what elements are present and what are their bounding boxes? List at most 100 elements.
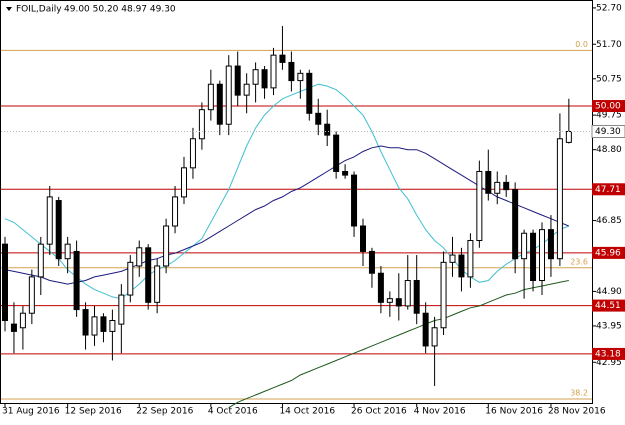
candle-body [46, 196, 53, 245]
y-tick-label: 48.80 [596, 145, 622, 155]
candle-body [360, 225, 366, 252]
x-tick-label: 16 Nov 2016 [485, 407, 543, 417]
candle-body [395, 298, 402, 307]
level-badge [592, 347, 625, 360]
level-badge-label: 47.71 [595, 185, 621, 195]
candle-body [261, 69, 268, 89]
last-price-badge [591, 124, 625, 138]
y-tick-label: 43.95 [596, 321, 622, 331]
level-badge [592, 100, 625, 113]
candle-body [521, 232, 528, 260]
moving-average [4, 83, 569, 300]
fib-label: 0.0 [575, 40, 588, 49]
candle-body [351, 174, 358, 227]
candle-body [556, 138, 563, 260]
plot-frame [0, 0, 593, 404]
candle-body [19, 312, 26, 329]
candle-body [288, 61, 295, 82]
candle-body [118, 294, 125, 325]
candle-body [324, 123, 331, 136]
fib-label: 23.6 [570, 257, 588, 266]
candle-body [440, 261, 447, 329]
candle-body [154, 265, 161, 303]
candle-body [100, 316, 107, 332]
y-tick-label: 42.95 [596, 358, 622, 368]
x-tick-label: 26 Oct 2016 [351, 407, 407, 417]
level-badge-label: 45.96 [595, 248, 621, 258]
candle-body [431, 327, 438, 347]
level-badge [592, 246, 625, 259]
candle-body [547, 229, 554, 260]
candle-body [145, 247, 152, 303]
moving-average [228, 280, 569, 409]
candle-body [82, 309, 89, 336]
candle-body [252, 69, 259, 85]
candle-body [458, 254, 465, 278]
candle-body [413, 280, 420, 314]
y-tick-label: 44.90 [596, 287, 622, 297]
candle-body [270, 54, 277, 89]
candle-body [449, 254, 456, 263]
candle-body [243, 83, 250, 96]
candle-body [306, 72, 313, 114]
candle-body [216, 83, 223, 125]
candle-body [10, 323, 17, 332]
candle-body [512, 189, 519, 260]
candle-body [565, 130, 572, 143]
candle-body [91, 316, 98, 336]
candle-body [28, 276, 35, 314]
candle-body [342, 170, 349, 176]
candle-body [404, 280, 411, 307]
candle-body [64, 243, 71, 260]
y-tick-label: 52.70 [596, 3, 622, 13]
candle-body [37, 243, 44, 278]
candle-body [368, 250, 375, 274]
candle-body [539, 229, 545, 282]
last-price-label: 49.30 [595, 127, 621, 137]
y-tick-label: 49.75 [596, 111, 622, 121]
candle-body [530, 232, 537, 282]
x-tick-label: 31 Aug 2016 [2, 407, 60, 417]
fib-label: 38.2 [570, 389, 588, 398]
candle-body [503, 181, 510, 191]
y-tick-label: 50.75 [596, 74, 622, 84]
candle-body [467, 240, 474, 278]
candle-body [73, 250, 80, 311]
candle-body [485, 170, 492, 194]
candle-body [172, 196, 179, 227]
moving-average [4, 145, 569, 285]
level-badge [592, 299, 625, 312]
candle-body [386, 298, 393, 303]
candle-body [225, 65, 232, 125]
candle-body [315, 112, 322, 125]
candle-body [297, 72, 304, 82]
chart-title: FOIL,Daily [16, 5, 62, 15]
candle-body [377, 272, 384, 303]
x-tick-label: 12 Sep 2016 [65, 407, 122, 417]
menu-arrow [6, 7, 12, 11]
x-tick-label: 14 Oct 2016 [279, 407, 335, 417]
candle-body [109, 319, 116, 332]
candle-body [163, 225, 170, 267]
level-badge-label: 44.51 [595, 301, 621, 311]
y-tick-label: 51.70 [596, 40, 622, 50]
x-tick-label: 4 Nov 2016 [414, 407, 466, 417]
candle-body [207, 83, 214, 111]
x-tick-label: 28 Nov 2016 [548, 407, 606, 417]
candle-body [333, 134, 340, 172]
candle-body [127, 261, 134, 296]
level-badge [592, 183, 625, 196]
candle-body [476, 170, 483, 242]
candle-body [136, 247, 143, 267]
candle-body [189, 138, 196, 169]
x-tick-label: 4 Oct 2016 [208, 407, 258, 417]
candle-body [422, 312, 429, 347]
candle-body [494, 181, 501, 194]
candle-body [181, 167, 187, 198]
candle-body [279, 54, 286, 63]
candle-body [55, 200, 62, 260]
candle-body [2, 243, 8, 321]
ohlc-header: 49.00 50.20 48.97 49.30 [64, 5, 176, 15]
